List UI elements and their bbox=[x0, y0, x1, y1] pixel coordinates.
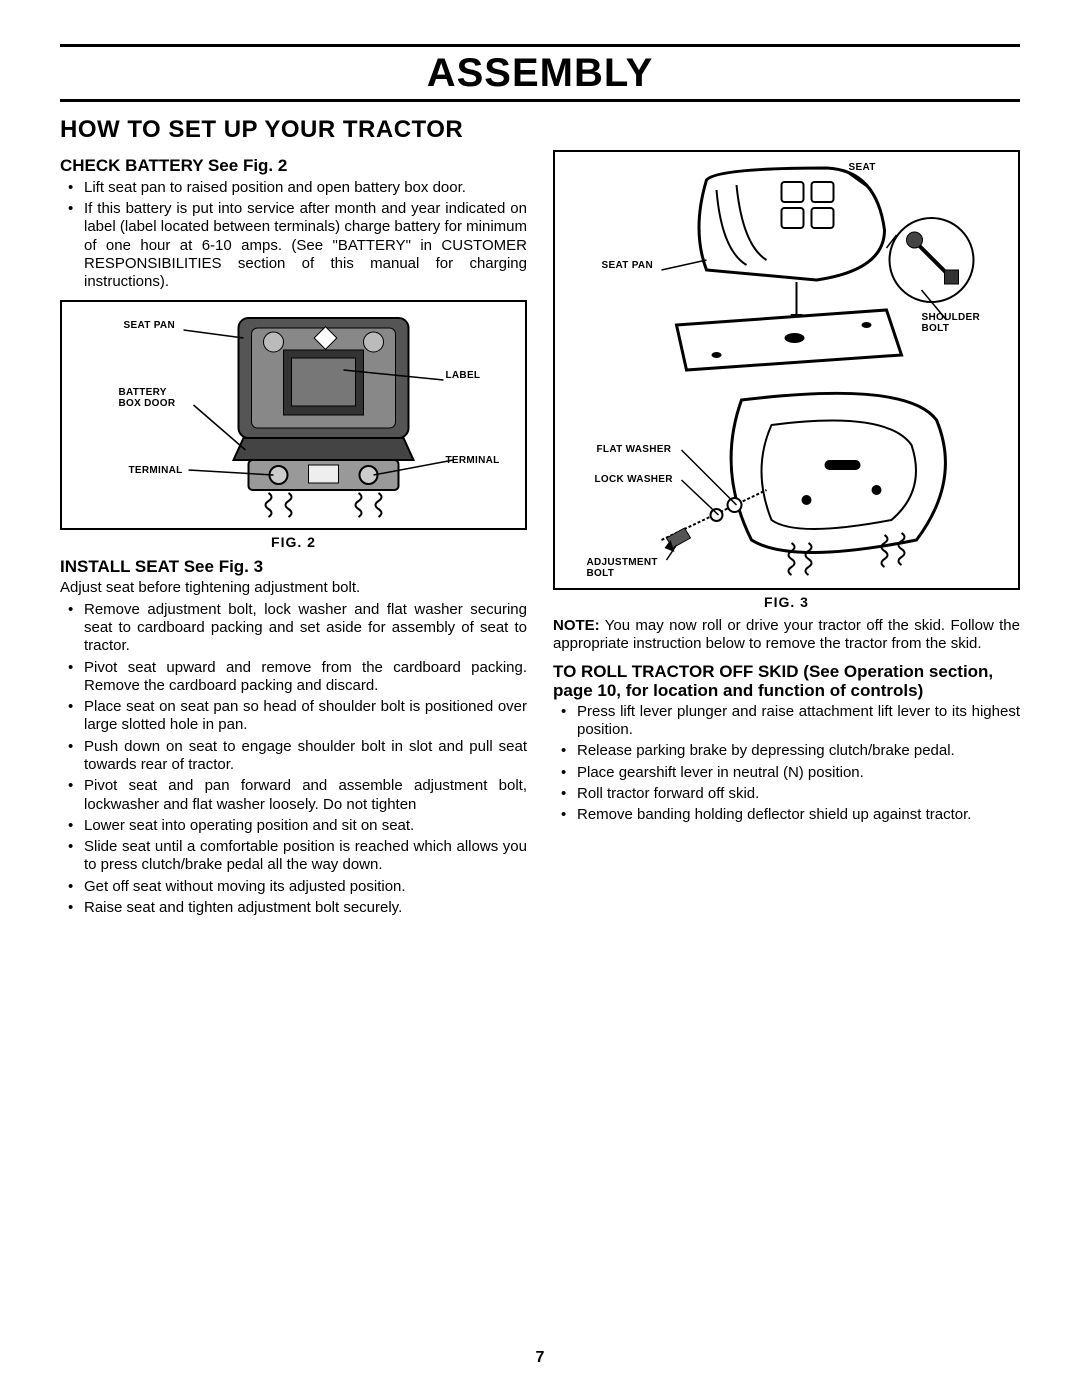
list-item: Get off seat without moving its adjusted… bbox=[84, 878, 527, 896]
list-item: Remove banding holding deflector shield … bbox=[577, 806, 1020, 824]
left-column: CHECK BATTERY See Fig. 2 Lift seat pan t… bbox=[60, 150, 527, 923]
list-item: Raise seat and tighten adjustment bolt s… bbox=[84, 899, 527, 917]
figure-3-caption: FIG. 3 bbox=[553, 594, 1020, 611]
fig2-label-terminal-left: TERMINAL bbox=[129, 465, 183, 476]
list-item: Pivot seat and pan forward and assemble … bbox=[84, 777, 527, 814]
list-item: Push down on seat to engage shoulder bol… bbox=[84, 738, 527, 775]
fig3-label-seat-pan: SEAT PAN bbox=[602, 260, 653, 271]
list-item: Press lift lever plunger and raise attac… bbox=[577, 703, 1020, 740]
roll-tractor-heading: TO ROLL TRACTOR OFF SKID (See Operation … bbox=[553, 662, 1020, 701]
list-item: Place gearshift lever in neutral (N) pos… bbox=[577, 764, 1020, 782]
page-title: ASSEMBLY bbox=[60, 51, 1020, 95]
fig3-label-flat-washer: FLAT WASHER bbox=[597, 444, 672, 455]
fig3-label-seat: SEAT bbox=[849, 162, 876, 173]
list-item: Pivot seat upward and remove from the ca… bbox=[84, 659, 527, 696]
list-item: Remove adjustment bolt, lock washer and … bbox=[84, 601, 527, 656]
install-seat-heading: INSTALL SEAT See Fig. 3 bbox=[60, 557, 527, 578]
right-column: SEAT SEAT PAN SHOULDER BOLT FLAT WASHER … bbox=[553, 150, 1020, 923]
roll-tractor-list: Press lift lever plunger and raise attac… bbox=[553, 703, 1020, 825]
fig2-label-seat-pan: SEAT PAN bbox=[124, 320, 175, 331]
list-item: Lower seat into operating position and s… bbox=[84, 817, 527, 835]
fig2-label-terminal-right: TERMINAL bbox=[446, 455, 500, 466]
fig3-label-adjustment-bolt: ADJUSTMENT BOLT bbox=[587, 557, 661, 579]
page-number: 7 bbox=[0, 1349, 1080, 1367]
note-paragraph: NOTE: You may now roll or drive your tra… bbox=[553, 617, 1020, 654]
fig3-label-shoulder-bolt: SHOULDER BOLT bbox=[922, 312, 984, 334]
list-item: Slide seat until a comfortable position … bbox=[84, 838, 527, 875]
figure-3-svg: SEAT SEAT PAN SHOULDER BOLT FLAT WASHER … bbox=[563, 160, 1010, 580]
section-title: HOW TO SET UP YOUR TRACTOR bbox=[60, 116, 1020, 144]
note-text: You may now roll or drive your tractor o… bbox=[553, 617, 1020, 652]
two-column-layout: CHECK BATTERY See Fig. 2 Lift seat pan t… bbox=[60, 150, 1020, 923]
note-bold: NOTE: bbox=[553, 617, 600, 634]
fig3-label-lock-washer: LOCK WASHER bbox=[595, 474, 674, 485]
bottom-rule bbox=[60, 99, 1020, 102]
list-item: If this battery is put into service afte… bbox=[84, 200, 527, 291]
fig2-label-battery-box-door: BATTERY BOX DOOR bbox=[119, 387, 176, 409]
figure-2-svg: SEAT PAN BATTERY BOX DOOR TERMINAL LABEL… bbox=[70, 310, 517, 520]
install-seat-list: Remove adjustment bolt, lock washer and … bbox=[60, 601, 527, 918]
list-item: Roll tractor forward off skid. bbox=[577, 785, 1020, 803]
check-battery-heading: CHECK BATTERY See Fig. 2 bbox=[60, 156, 527, 177]
list-item: Lift seat pan to raised position and ope… bbox=[84, 179, 527, 197]
list-item: Place seat on seat pan so head of should… bbox=[84, 698, 527, 735]
check-battery-list: Lift seat pan to raised position and ope… bbox=[60, 179, 527, 292]
list-item: Release parking brake by depressing clut… bbox=[577, 742, 1020, 760]
fig2-label-label: LABEL bbox=[446, 370, 481, 381]
figure-3-box: SEAT SEAT PAN SHOULDER BOLT FLAT WASHER … bbox=[553, 150, 1020, 590]
install-seat-intro: Adjust seat before tightening adjustment… bbox=[60, 579, 527, 597]
top-rule bbox=[60, 44, 1020, 47]
figure-2-caption: FIG. 2 bbox=[60, 534, 527, 551]
figure-2-box: SEAT PAN BATTERY BOX DOOR TERMINAL LABEL… bbox=[60, 300, 527, 530]
